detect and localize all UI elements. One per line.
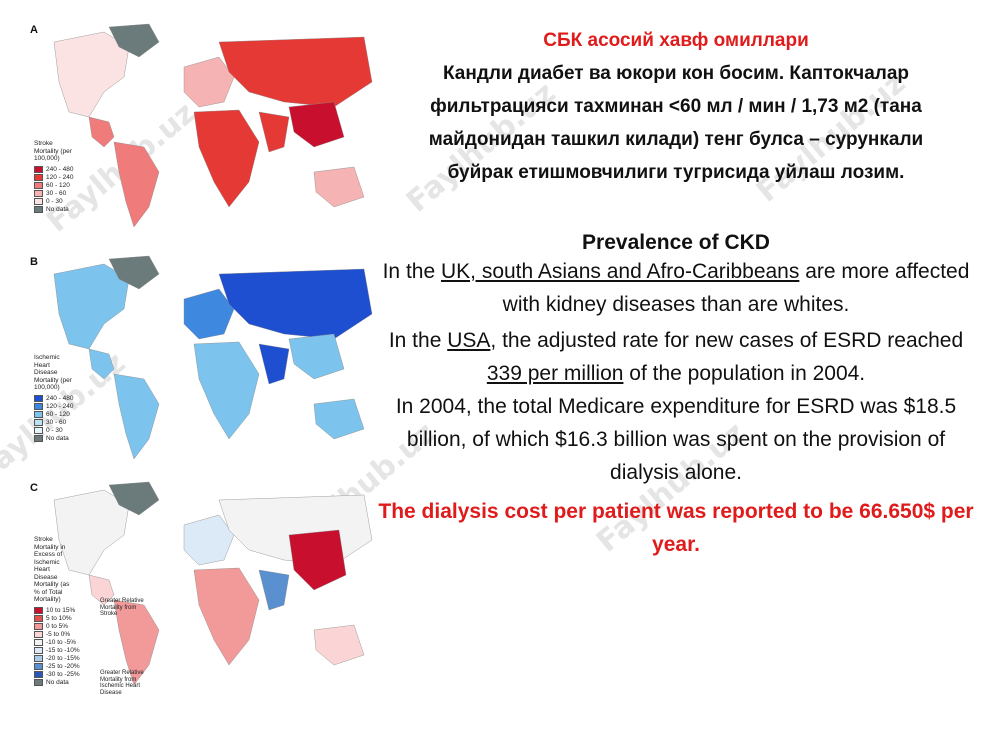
panel-letter: A: [30, 24, 38, 36]
legend-row: 60 - 120: [34, 411, 74, 419]
legend-row: 0 to 5%: [34, 623, 80, 631]
legend-label: 120 - 240: [46, 402, 74, 410]
legend-label: No data: [46, 434, 69, 442]
legend-label: 30 - 60: [46, 189, 67, 197]
map-legend: Ischemic Heart Disease Mortality (per 10…: [34, 354, 74, 443]
legend-row: 0 - 30: [34, 427, 74, 435]
legend-row: -5 to 0%: [34, 631, 80, 639]
legend-row: 60 - 120: [34, 182, 74, 190]
paragraph-uk: In the UK, south Asians and Afro-Caribbe…: [382, 260, 970, 316]
legend-label: No data: [46, 205, 69, 213]
panel-letter: B: [30, 256, 38, 268]
legend-row: 0 - 30: [34, 198, 74, 206]
legend-label: -25 to -20%: [46, 662, 80, 670]
legend-row: -30 to -25%: [34, 671, 80, 679]
legend-label: -20 to -15%: [46, 654, 80, 662]
paragraph-risk-factors: Кандли диабет ва юкори кон босим. Капток…: [428, 63, 924, 183]
legend-row: 120 - 240: [34, 174, 74, 182]
paragraph-dialysis-cost: The dialysis cost per patient was report…: [378, 500, 974, 556]
legend-row: No data: [34, 435, 74, 443]
legend-label: 10 to 15%: [46, 606, 76, 614]
world-maps-figure: A Stroke Mortality (per 100,000) 240 - 4…: [28, 22, 373, 712]
legend-label: 240 - 480: [46, 394, 74, 402]
map-panel-stroke-excess: C Stroke Mortality in Excess of Ischemic…: [28, 480, 373, 712]
legend-note-ihd: Greater Relative Mortality from Ischemic…: [100, 670, 144, 696]
legend-row: 30 - 60: [34, 419, 74, 427]
map-legend: Stroke Mortality (per 100,000) 240 - 480…: [34, 140, 74, 214]
legend-row: -10 to -5%: [34, 639, 80, 647]
legend-label: 120 - 240: [46, 173, 74, 181]
legend-label: 0 - 30: [46, 426, 63, 434]
legend-label: 5 to 10%: [46, 614, 72, 622]
legend-label: 60 - 120: [46, 181, 70, 189]
slide-text: СБК асосий хавф омиллари Кандли диабет в…: [376, 20, 976, 561]
legend-label: -15 to -10%: [46, 646, 80, 654]
legend-label: 30 - 60: [46, 418, 67, 426]
legend-row: 240 - 480: [34, 166, 74, 174]
legend-row: 240 - 480: [34, 395, 74, 403]
map-legend: Stroke Mortality in Excess of Ischemic H…: [34, 536, 80, 687]
legend-label: -10 to -5%: [46, 638, 76, 646]
heading-risk-factors: СБК асосий хавф омиллари: [543, 30, 809, 51]
legend-row: 120 - 240: [34, 403, 74, 411]
legend-label: -30 to -25%: [46, 670, 80, 678]
legend-label: 0 to 5%: [46, 622, 69, 630]
legend-row: -20 to -15%: [34, 655, 80, 663]
ischemic-heart-mortality-map: [53, 255, 373, 460]
paragraph-medicare: In 2004, the total Medicare expenditure …: [395, 395, 957, 484]
stroke-excess-mortality-map: [53, 481, 373, 686]
legend-note-stroke: Greater Relative Mortality from Stroke: [100, 598, 144, 617]
map-panel-ischemic-heart: B Ischemic Heart Disease Mortality (per …: [28, 254, 373, 484]
legend-label: 60 - 120: [46, 410, 70, 418]
legend-label: 240 - 480: [46, 165, 74, 173]
legend-title: Stroke Mortality (per 100,000): [34, 140, 72, 162]
heading-prevalence: Prevalence of CKD: [582, 231, 770, 254]
legend-row: No data: [34, 679, 80, 687]
legend-label: -5 to 0%: [46, 630, 71, 638]
legend-row: -25 to -20%: [34, 663, 80, 671]
legend-row: 5 to 10%: [34, 615, 80, 623]
panel-letter: C: [30, 482, 38, 494]
legend-title: Ischemic Heart Disease Mortality (per 10…: [34, 354, 72, 391]
stroke-mortality-map: [53, 23, 373, 228]
legend-row: -15 to -10%: [34, 647, 80, 655]
legend-label: 0 - 30: [46, 197, 63, 205]
map-panel-stroke: A Stroke Mortality (per 100,000) 240 - 4…: [28, 22, 373, 252]
legend-label: No data: [46, 678, 69, 686]
legend-row: 10 to 15%: [34, 607, 80, 615]
paragraph-usa: In the USA, the adjusted rate for new ca…: [388, 329, 964, 385]
legend-row: No data: [34, 206, 74, 214]
legend-row: 30 - 60: [34, 190, 74, 198]
legend-title: Stroke Mortality in Excess of Ischemic H…: [34, 536, 70, 603]
